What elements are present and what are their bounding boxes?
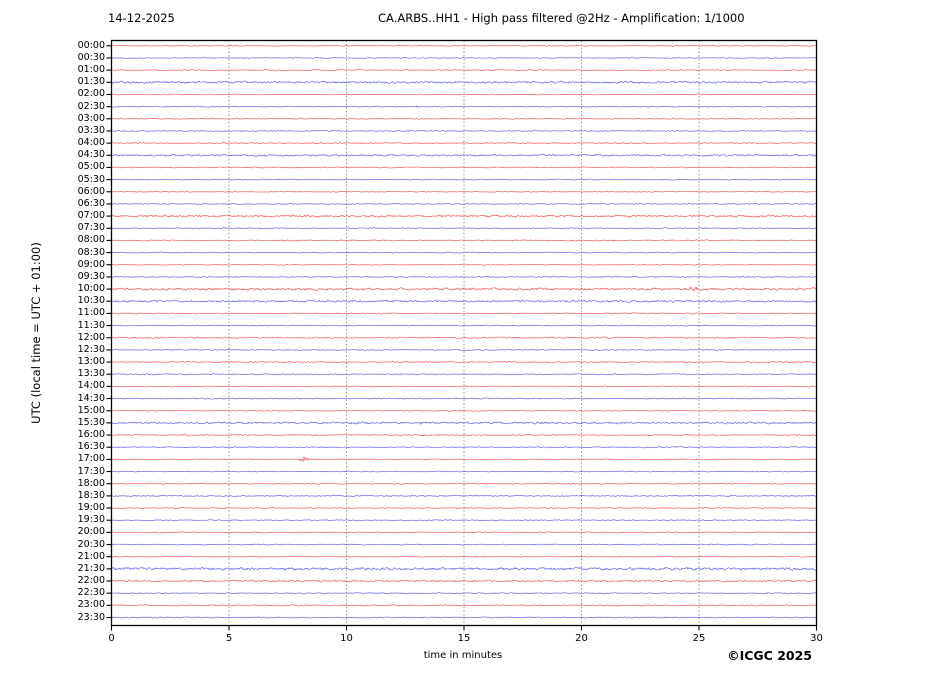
x-tick-label: 5	[225, 633, 233, 644]
y-tick-label: 18:00	[77, 477, 105, 489]
x-tick-label: 0	[108, 633, 115, 644]
header-title: CA.ARBS..HH1 - High pass filtered @2Hz -…	[378, 11, 745, 25]
y-tick-label: 05:00	[77, 161, 105, 173]
y-tick-label: 16:00	[77, 429, 105, 441]
x-tick-label: 15	[457, 633, 471, 644]
y-tick-label: 06:00	[77, 185, 105, 197]
y-tick-label: 14:30	[77, 392, 105, 404]
y-tick-label: 22:30	[77, 587, 105, 599]
x-tick-label: 25	[692, 633, 706, 644]
x-tick-label: 20	[575, 633, 588, 644]
y-tick-label: 03:00	[77, 112, 105, 124]
y-tick-label: 18:30	[77, 489, 105, 501]
y-tick-label: 10:00	[77, 283, 105, 295]
y-tick-label: 06:30	[77, 197, 105, 209]
y-tick-label: 21:30	[77, 562, 105, 574]
y-tick-label: 19:00	[77, 502, 105, 514]
y-tick-label: 01:30	[77, 76, 105, 88]
y-tick-label: 15:30	[77, 416, 105, 428]
y-tick-label: 01:00	[77, 64, 105, 76]
y-tick-label: 20:30	[77, 538, 105, 550]
y-tick-label: 02:00	[77, 88, 105, 100]
y-tick-label: 22:00	[77, 575, 105, 587]
copyright-label: ©ICGC 2025	[727, 648, 812, 663]
y-tick-label: 03:30	[77, 124, 105, 136]
x-tick-label: 10	[340, 633, 353, 644]
y-tick-label: 02:30	[77, 100, 105, 112]
x-axis-title: time in minutes	[423, 650, 503, 661]
y-tick-label: 00:30	[77, 51, 105, 63]
header-date: 14-12-2025	[108, 11, 175, 25]
y-tick-label: 00:00	[77, 39, 105, 51]
y-tick-label: 17:00	[77, 453, 105, 465]
y-tick-label: 15:00	[77, 404, 105, 416]
y-tick-label: 21:00	[77, 550, 105, 562]
x-tick-label: 30	[810, 633, 823, 644]
y-tick-label: 16:30	[77, 441, 105, 453]
y-tick-label: 07:00	[77, 210, 105, 222]
y-tick-label: 13:00	[77, 356, 105, 368]
y-tick-label: 09:30	[77, 270, 105, 282]
y-tick-label: 14:00	[77, 380, 105, 392]
y-tick-label: 20:00	[77, 526, 105, 538]
y-tick-label: 11:00	[77, 307, 105, 319]
y-tick-label: 23:30	[77, 611, 105, 623]
y-tick-label: 08:30	[77, 246, 105, 258]
y-tick-label: 17:30	[77, 465, 105, 477]
y-tick-label: 23:00	[77, 599, 105, 611]
y-tick-label: 04:30	[77, 149, 105, 161]
y-tick-label: 08:00	[77, 234, 105, 246]
y-tick-label: 05:30	[77, 173, 105, 185]
y-tick-label: 19:30	[77, 514, 105, 526]
y-tick-label: 09:00	[77, 258, 105, 270]
y-tick-label: 12:30	[77, 343, 105, 355]
y-tick-label: 07:30	[77, 222, 105, 234]
y-tick-label: 11:30	[77, 319, 105, 331]
y-tick-label: 04:00	[77, 137, 105, 149]
y-tick-label: 12:00	[77, 331, 105, 343]
y-tick-label: 13:30	[77, 368, 105, 380]
y-tick-label: 10:30	[77, 295, 105, 307]
